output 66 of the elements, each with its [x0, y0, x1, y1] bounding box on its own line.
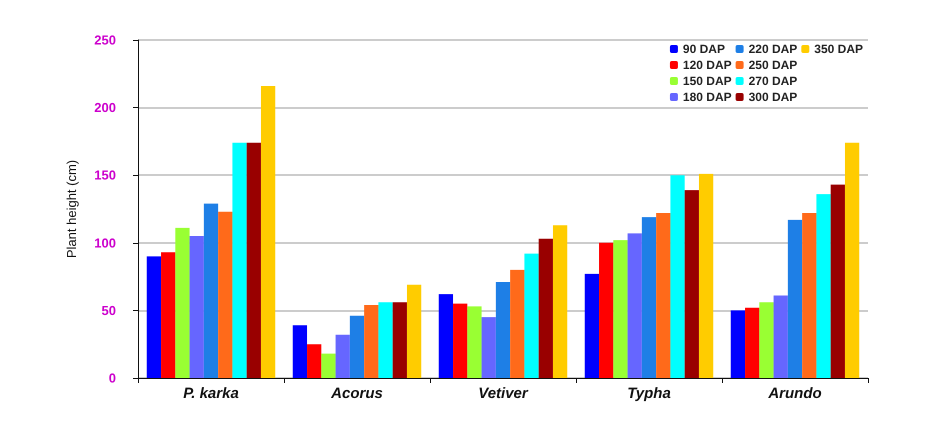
bar — [204, 204, 218, 378]
bar — [175, 228, 190, 378]
bar — [538, 238, 553, 378]
x-tick-label: Arundo — [767, 385, 822, 402]
bar — [438, 294, 454, 378]
legend-label: 250 DAP — [748, 58, 798, 72]
bar — [321, 354, 336, 378]
bar — [453, 304, 468, 378]
bar — [406, 284, 422, 378]
bar — [232, 142, 247, 378]
bar — [524, 254, 539, 378]
y-tick-label: 150 — [94, 168, 116, 183]
bar — [350, 316, 364, 378]
legend-label: 120 DAP — [682, 58, 732, 72]
bar — [759, 302, 774, 378]
bar — [552, 225, 568, 378]
legend-label: 300 DAP — [748, 90, 798, 104]
legend-label: 150 DAP — [682, 74, 732, 88]
legend-label: 270 DAP — [748, 74, 798, 88]
bar — [482, 317, 496, 378]
legend-label: 350 DAP — [814, 42, 864, 56]
bar — [146, 256, 162, 378]
x-tick-label: Vetiver — [478, 385, 529, 402]
y-tick-label: 0 — [108, 370, 116, 386]
y-tick-label: 100 — [94, 235, 116, 250]
bar — [599, 242, 614, 378]
bar — [698, 174, 714, 378]
bar — [730, 310, 746, 378]
bar — [774, 296, 788, 378]
bar — [190, 236, 204, 378]
bar — [467, 306, 482, 378]
bar — [218, 212, 232, 378]
y-tick-label: 50 — [102, 302, 116, 318]
bar — [830, 184, 845, 378]
bar — [292, 325, 308, 378]
bar — [260, 86, 276, 378]
legend-label: 90 DAP — [682, 42, 725, 56]
bar — [816, 194, 831, 378]
bar — [336, 334, 350, 378]
x-tick-label: P. karka — [183, 385, 239, 402]
bar — [642, 217, 656, 378]
bar — [496, 282, 510, 378]
y-tick-label: 250 — [94, 32, 116, 48]
bar — [684, 190, 699, 378]
y-axis-title: Plant height (cm) — [64, 160, 79, 258]
y-tick-label: 200 — [94, 100, 116, 116]
bar — [246, 142, 261, 378]
bar — [628, 233, 642, 378]
x-tick-label: Typha — [627, 385, 671, 402]
bar — [378, 302, 393, 378]
bar — [392, 302, 407, 378]
bar — [584, 274, 600, 378]
bar — [670, 175, 685, 378]
legend-label: 180 DAP — [682, 90, 732, 104]
bar — [613, 240, 628, 378]
bar — [802, 213, 816, 378]
bar — [364, 304, 378, 378]
x-tick-label: Acorus — [330, 385, 383, 402]
bar — [844, 142, 860, 378]
bar — [307, 344, 322, 378]
bar — [161, 252, 176, 378]
bar — [656, 213, 670, 378]
legend-label: 220 DAP — [748, 42, 798, 56]
bar — [788, 220, 802, 378]
bar — [510, 270, 524, 378]
bar — [745, 308, 760, 378]
